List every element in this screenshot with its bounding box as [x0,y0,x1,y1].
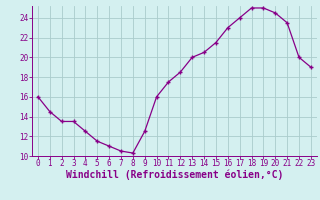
X-axis label: Windchill (Refroidissement éolien,°C): Windchill (Refroidissement éolien,°C) [66,170,283,180]
